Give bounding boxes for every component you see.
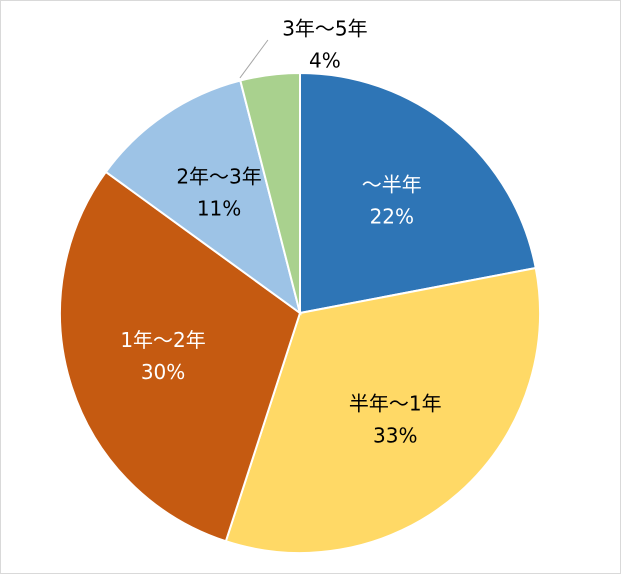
pie-slice (224, 266, 541, 554)
slice-value-label: 11% (197, 196, 241, 220)
pie-slice (104, 79, 302, 316)
pie-slice (239, 71, 301, 314)
pie-slice (59, 170, 302, 543)
slice-category: 半年～1年 (349, 392, 442, 416)
pie-slice (299, 71, 537, 315)
slice-category: 1年～2年 (120, 328, 205, 352)
leader-line (239, 39, 269, 79)
slice-category: 3年～5年 (282, 17, 367, 41)
slice-value-label: 30% (141, 360, 185, 384)
slice-value-label: 4% (309, 49, 341, 73)
slice-value-label: 22% (370, 205, 414, 229)
slice-category: ～半年 (362, 173, 422, 197)
slice-value-label: 33% (373, 424, 417, 448)
slice-category: 2年～3年 (176, 164, 261, 188)
